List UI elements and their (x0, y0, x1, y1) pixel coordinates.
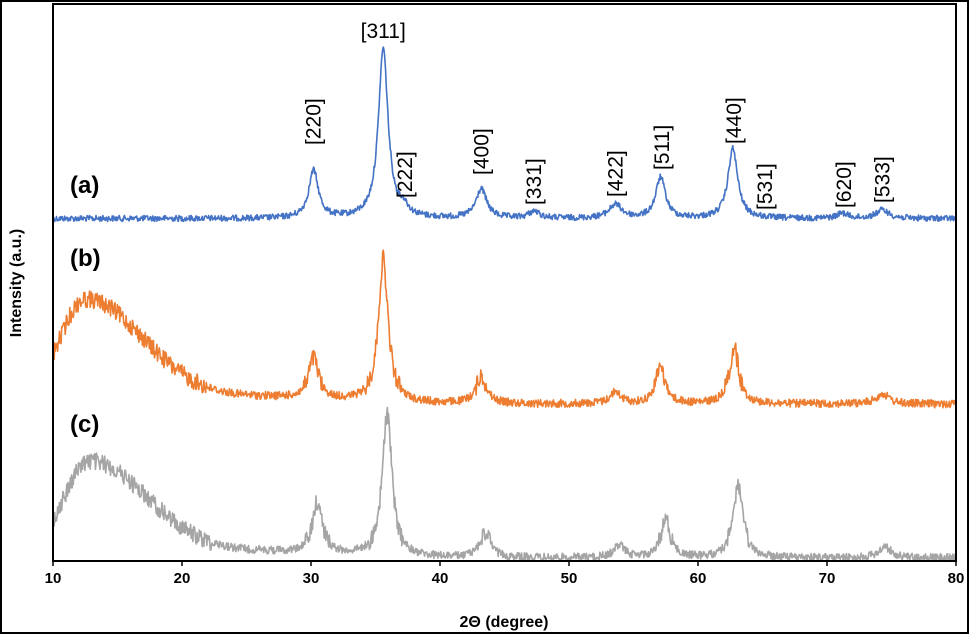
x-tick-label: 80 (948, 570, 965, 587)
x-tick-label: 60 (690, 570, 707, 587)
peak-label: [220] (303, 98, 326, 145)
curve-label: (b) (70, 245, 101, 272)
peak-label: [222] (394, 151, 417, 198)
x-axis-title: 2Θ (degree) (460, 614, 549, 631)
peak-label: [620] (833, 161, 856, 208)
x-tick-label: 50 (561, 570, 578, 587)
peak-label: [440] (723, 97, 746, 144)
x-tick-label: 70 (819, 570, 836, 587)
series-line-2 (52, 406, 957, 563)
x-tick-label: 20 (174, 570, 191, 587)
peak-label: [511] (651, 125, 674, 170)
curves-layer (52, 46, 957, 563)
peak-label: [533] (872, 156, 895, 203)
x-tick-label: 10 (45, 570, 62, 587)
curve-label: (c) (70, 411, 99, 438)
x-tick-label: 30 (303, 570, 320, 587)
x-axis: 10 20 30 40 50 60 70 80 (45, 561, 965, 587)
peak-label: [531] (754, 163, 777, 210)
peak-label: [422] (604, 150, 627, 197)
series-line-1 (52, 249, 956, 409)
y-axis-title: Intensity (a.u.) (8, 229, 25, 337)
curve-label: (a) (70, 172, 99, 199)
curve-labels: (a) (b) (c) (70, 172, 101, 438)
peak-label: [400] (470, 128, 493, 175)
peak-label: [331] (523, 158, 546, 205)
peak-label: [311] (361, 20, 406, 43)
x-tick-label: 40 (432, 570, 449, 587)
peak-labels: [220] [311] [222] [400] [331] [422] [511] [440]… (303, 20, 895, 210)
series-line-0 (52, 46, 957, 223)
plot-area-border (52, 3, 957, 562)
